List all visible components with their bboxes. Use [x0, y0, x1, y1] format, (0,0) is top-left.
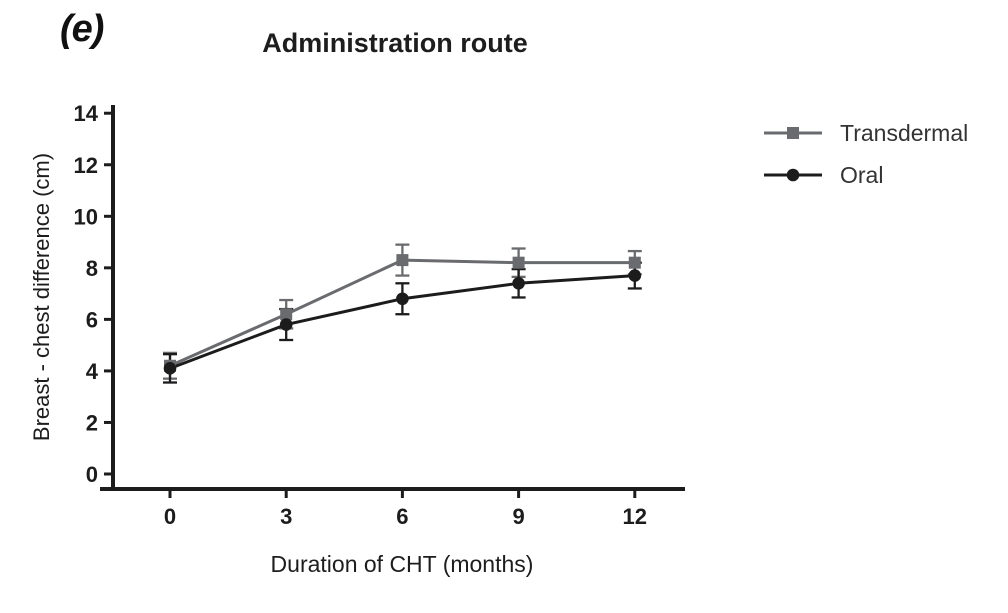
panel-label: (e) — [60, 8, 104, 50]
data-point-oral-3 — [279, 318, 293, 331]
legend-item-oral: Oral — [762, 161, 968, 189]
legend-label-transdermal: Transdermal — [840, 119, 969, 146]
x-tick-label: 6 — [396, 504, 408, 529]
y-tick-label: 6 — [86, 307, 98, 332]
data-point-oral-9 — [512, 277, 525, 290]
legend-square-transdermal — [787, 127, 799, 139]
y-tick-label: 8 — [86, 256, 98, 281]
data-point-transdermal-6 — [396, 254, 409, 267]
y-tick-label: 2 — [86, 410, 98, 435]
legend: Transdermal Oral — [762, 119, 968, 203]
x-tick-label: 12 — [623, 504, 647, 529]
chart-title: Administration route — [262, 28, 528, 58]
legend-label-oral: Oral — [840, 161, 884, 188]
y-tick-label: 4 — [86, 359, 99, 384]
data-point-transdermal-9 — [512, 256, 525, 269]
square-marker-icon — [764, 127, 822, 139]
data-point-oral-6 — [396, 292, 409, 306]
data-point-oral-12 — [628, 269, 642, 282]
x-tick-label: 0 — [164, 504, 176, 529]
data-point-transdermal-3 — [280, 308, 293, 321]
circle-marker-icon — [764, 168, 822, 182]
y-tick-label: 12 — [74, 153, 98, 178]
legend-item-transdermal: Transdermal — [762, 119, 968, 147]
data-point-transdermal-12 — [628, 256, 641, 269]
y-tick-label: 0 — [86, 462, 98, 487]
y-tick-label: 10 — [74, 204, 98, 229]
y-tick-label: 14 — [74, 101, 99, 126]
x-axis-title: Duration of CHT (months) — [270, 551, 534, 577]
x-tick-label: 9 — [512, 504, 524, 529]
data-point-oral-0 — [163, 362, 177, 375]
legend-circle-oral — [786, 168, 800, 182]
x-tick-label: 3 — [280, 504, 292, 529]
